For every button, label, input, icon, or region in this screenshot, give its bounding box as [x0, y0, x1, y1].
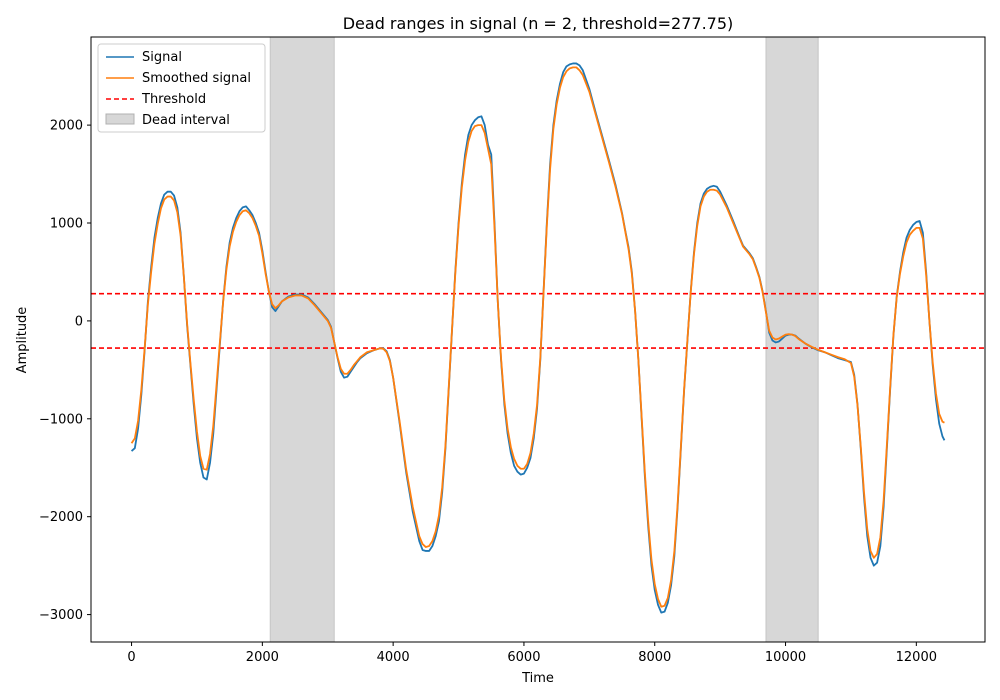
y-tick-label: −3000	[39, 608, 83, 623]
dead-interval-2	[765, 36, 819, 643]
y-axis: −3000 −2000 −1000 0 1000 2000	[39, 119, 91, 623]
x-tick-label: 12000	[896, 650, 937, 665]
x-tick-label: 0	[127, 650, 135, 665]
legend-box	[97, 43, 266, 133]
legend-dead-label: Dead interval	[142, 113, 230, 128]
y-tick-label: 2000	[50, 119, 83, 134]
x-tick-label: 10000	[765, 650, 806, 665]
y-tick-label: 0	[75, 314, 83, 329]
signal-line	[130, 62, 946, 614]
x-tick-label: 2000	[246, 650, 279, 665]
legend-threshold-label: Threshold	[141, 92, 206, 107]
legend-dead-swatch	[105, 113, 135, 125]
legend-signal-label: Signal	[142, 50, 182, 65]
smoothed-signal-line	[130, 66, 945, 608]
x-tick-label: 8000	[638, 650, 671, 665]
legend: Signal Smoothed signal Threshold Dead in…	[97, 43, 266, 133]
y-tick-label: −2000	[39, 510, 83, 525]
x-tick-label: 4000	[377, 650, 410, 665]
x-tick-label: 6000	[507, 650, 540, 665]
plot-frame	[90, 36, 986, 643]
x-axis-label: Time	[521, 671, 554, 686]
dead-interval-1	[269, 36, 335, 643]
threshold-layer	[91, 292, 985, 349]
series-layer	[130, 62, 946, 614]
y-axis-label: Amplitude	[15, 307, 30, 374]
y-tick-label: 1000	[50, 217, 83, 232]
x-axis: 0 2000 4000 6000 8000 10000 12000	[127, 642, 937, 665]
dead-interval-layer	[269, 36, 819, 643]
y-tick-label: −1000	[39, 412, 83, 427]
chart-title: Dead ranges in signal (n = 2, threshold=…	[343, 14, 734, 33]
legend-smoothed-label: Smoothed signal	[142, 71, 251, 86]
